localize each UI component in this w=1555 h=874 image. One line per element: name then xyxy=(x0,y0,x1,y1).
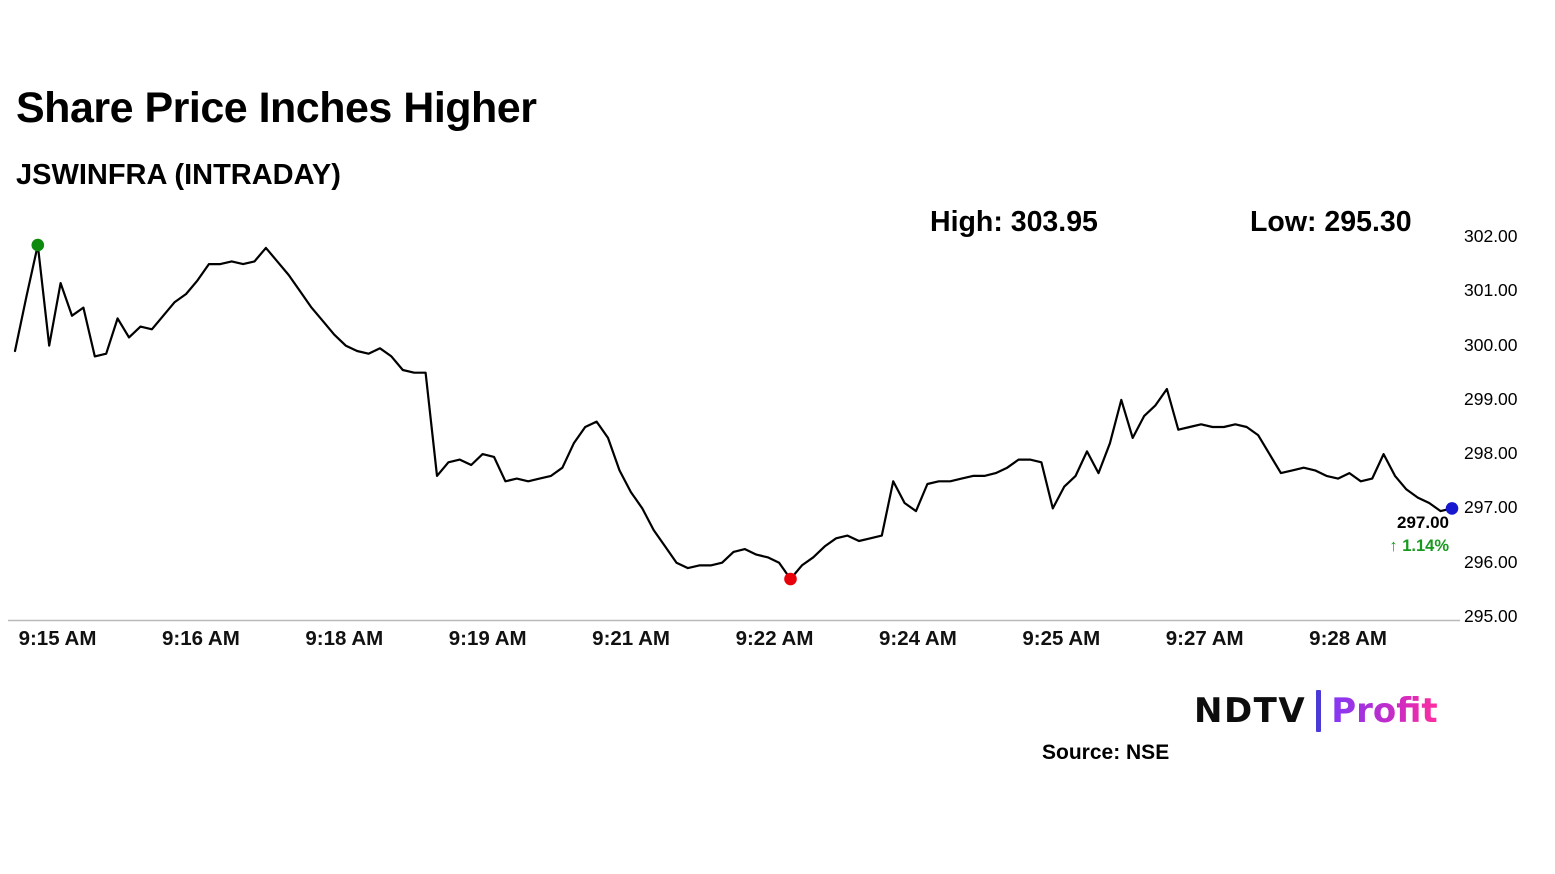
x-tick-label: 9:28 AM xyxy=(1309,627,1388,650)
y-tick-label: 301.00 xyxy=(1464,280,1518,301)
x-tick-label: 9:15 AM xyxy=(18,627,97,650)
source-label: Source: NSE xyxy=(1042,741,1170,764)
y-tick-label: 302.00 xyxy=(1464,226,1518,246)
x-tick-label: 9:25 AM xyxy=(1022,627,1101,650)
change-percent: ↑ 1.14% xyxy=(1389,536,1449,555)
last-price: 297.00 xyxy=(1397,513,1449,532)
x-tick-label: 9:18 AM xyxy=(305,627,384,650)
x-tick-label: 9:27 AM xyxy=(1165,627,1244,650)
y-tick-label: 299.00 xyxy=(1464,388,1518,409)
price-line xyxy=(13,244,1454,581)
high-value-label: High: 303.95 xyxy=(930,206,1098,238)
low-value-label: Low: 295.30 xyxy=(1250,206,1412,238)
y-tick-label: 296.00 xyxy=(1464,551,1518,572)
ndtv-profit-logo: NDTV Profit xyxy=(1194,690,1438,732)
x-tick-label: 9:22 AM xyxy=(735,627,814,650)
chart-subtitle: JSWINFRA (INTRADAY) xyxy=(16,159,341,191)
ndtv-logo-text: NDTV xyxy=(1194,691,1307,731)
y-tick-label: 295.00 xyxy=(1464,606,1518,626)
last-price-annotation: 297.00 ↑ 1.14% xyxy=(1355,511,1449,558)
profit-logo-text: Profit xyxy=(1331,691,1438,731)
y-tick-label: 298.00 xyxy=(1464,443,1518,464)
x-tick-label: 9:16 AM xyxy=(161,627,240,650)
page-title: Share Price Inches Higher xyxy=(16,84,537,132)
y-tick-label: 297.00 xyxy=(1464,497,1518,518)
logo-separator-bar xyxy=(1316,690,1322,732)
x-tick-label: 9:24 AM xyxy=(878,627,957,650)
x-tick-label: 9:21 AM xyxy=(592,627,671,650)
start-marker-dot xyxy=(31,238,45,252)
end-marker-dot xyxy=(1445,502,1459,515)
low-marker-dot xyxy=(784,572,797,586)
x-tick-label: 9:19 AM xyxy=(448,627,527,650)
y-tick-label: 300.00 xyxy=(1464,334,1518,355)
